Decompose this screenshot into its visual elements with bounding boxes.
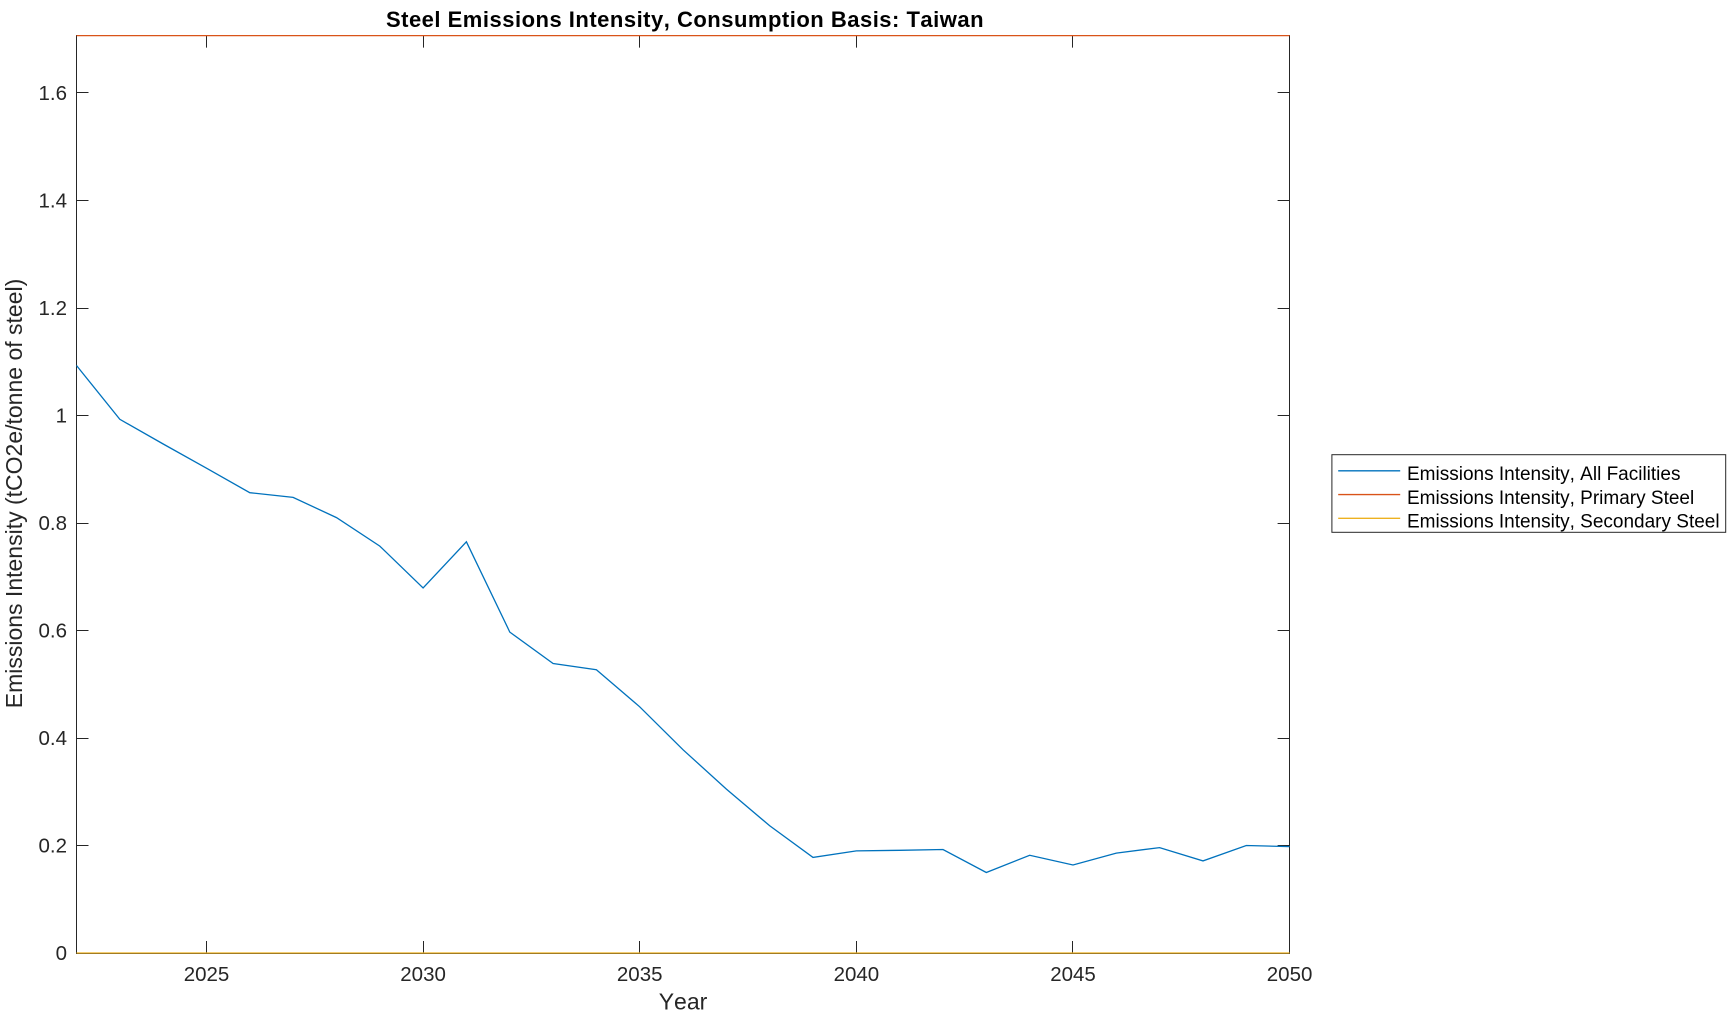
svg-text:0: 0: [56, 942, 67, 965]
svg-text:0.2: 0.2: [39, 835, 68, 858]
svg-text:2045: 2045: [1050, 963, 1096, 986]
svg-text:1.6: 1.6: [39, 82, 68, 105]
svg-text:Emissions Intensity, Secondary: Emissions Intensity, Secondary Steel: [1407, 512, 1720, 533]
svg-text:1.4: 1.4: [39, 190, 68, 213]
svg-text:Year: Year: [659, 989, 708, 1015]
svg-text:2035: 2035: [617, 963, 663, 986]
svg-text:Emissions Intensity, All Facil: Emissions Intensity, All Facilities: [1407, 464, 1680, 485]
svg-text:2030: 2030: [400, 963, 446, 986]
svg-text:0.4: 0.4: [39, 727, 68, 750]
svg-text:2025: 2025: [184, 963, 230, 986]
svg-text:2040: 2040: [834, 963, 880, 986]
svg-text:0.6: 0.6: [39, 620, 68, 643]
svg-text:1: 1: [56, 405, 67, 428]
svg-text:0.8: 0.8: [39, 512, 68, 535]
svg-text:Emissions Intensity, Primary S: Emissions Intensity, Primary Steel: [1407, 488, 1694, 509]
svg-text:1.2: 1.2: [39, 297, 68, 320]
svg-text:Emissions Intensity (tCO2e/ton: Emissions Intensity (tCO2e/tonne of stee…: [1, 279, 27, 709]
svg-text:2050: 2050: [1267, 963, 1313, 986]
svg-text:Steel Emissions Intensity, Con: Steel Emissions Intensity, Consumption B…: [386, 7, 984, 32]
